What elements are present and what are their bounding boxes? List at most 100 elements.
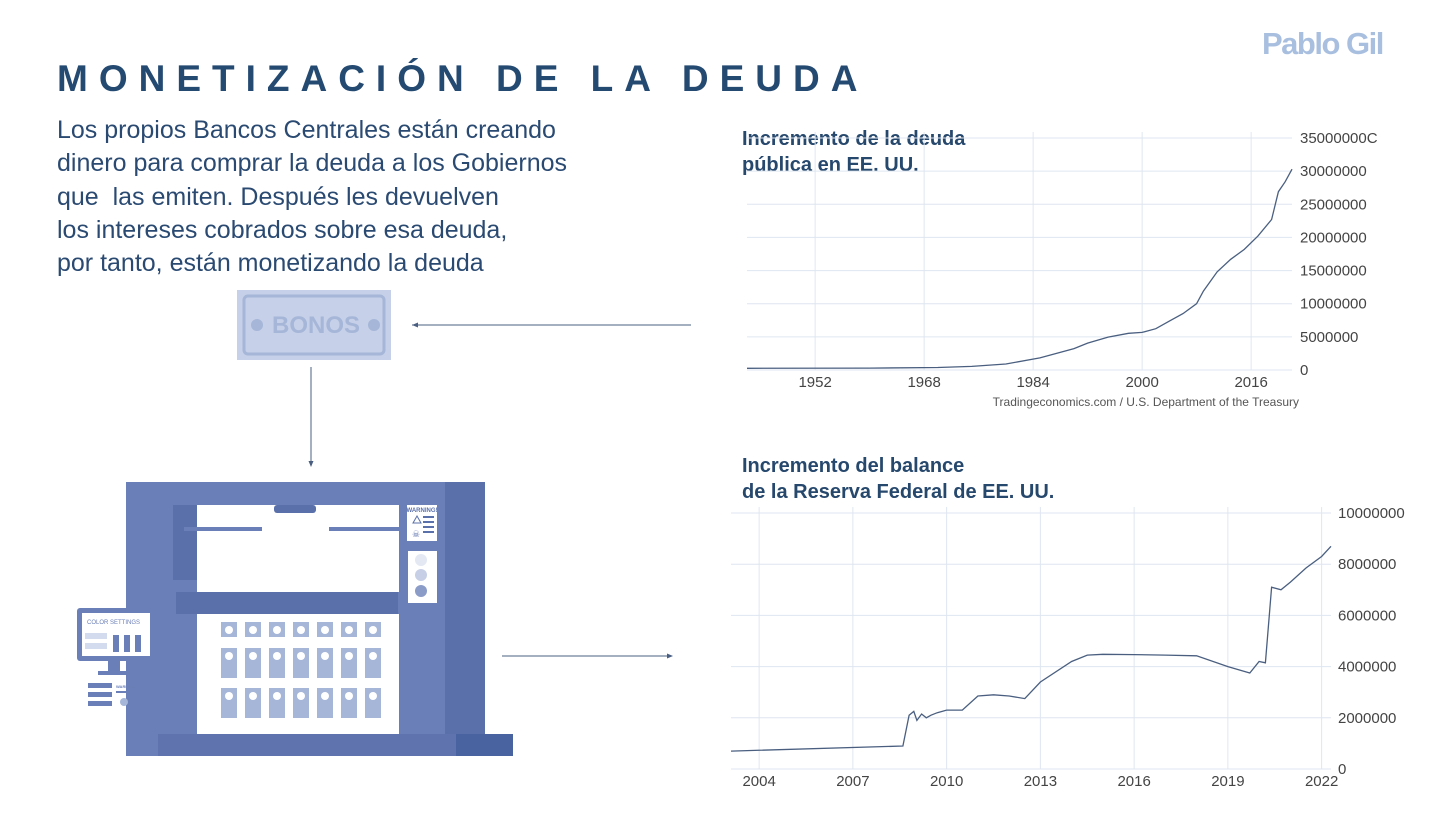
money-bill-seal [249,652,257,660]
money-bill-seal [297,692,305,700]
bonos-label: BONOS [272,312,360,339]
money-bill-seal [273,652,281,660]
x-tick-label: 1984 [1016,374,1049,391]
warning-text-line [423,521,434,523]
money-bill-seal [297,626,305,634]
arrow-head-down-icon [308,461,314,467]
machine-left-column [173,505,197,580]
money-bill-seal [249,626,257,634]
money-bill [221,688,237,718]
money-bill-seal [369,626,377,634]
monitor-ui-bar [124,635,130,652]
skull-icon: ☠ [412,529,420,539]
money-bill-seal [273,626,281,634]
monitor-stand [108,661,120,671]
body-line: Los propios Bancos Centrales están crean… [57,116,556,144]
x-tick-label: 2007 [836,773,869,790]
brand-logo: Pablo Gil [1262,26,1384,61]
bond-dot-right [368,319,380,331]
y-tick-label: 8000000 [1338,556,1396,573]
y-tick-label: 10000000 [1300,296,1367,313]
money-bill [269,648,285,678]
fed-chart-title-line: Incremento del balance [742,455,965,477]
machine-rail-right [329,527,399,531]
money-bill [365,688,381,718]
arrow-head-left-icon [412,322,418,328]
machine-top-window [197,505,399,592]
x-tick-label: 1952 [798,374,831,391]
body-line: dinero para comprar la deuda a los Gobie… [57,149,568,178]
printing-machine-illustration: WARNING! ☠ COLOR SETTINGS WARNING [77,482,513,756]
y-tick-label: 0 [1300,362,1308,379]
machine-rail-left [184,527,262,531]
x-tick-label: 1968 [907,374,940,391]
money-bill-seal [345,692,353,700]
small-warning-line [116,691,132,693]
x-tick-label: 2010 [930,773,963,790]
debt-chart-title-line: pública en EE. UU. [742,154,919,176]
money-bill [269,688,285,718]
monitor-ui-bar [135,635,141,652]
monitor-ui-bar [85,643,107,649]
money-bill-seal [225,692,233,700]
machine-light-3 [415,585,427,597]
bond-dot-left [251,319,263,331]
machine-light-1 [415,554,427,566]
monitor-ui-bar [85,633,107,639]
x-tick-label: 2004 [742,773,775,790]
keypad-line [88,692,112,697]
debt-chart-title: Incremento de la deuda pública en EE. UU… [742,126,965,178]
y-tick-label: 30000000 [1300,163,1367,180]
warning-text-line [423,526,434,528]
x-tick-label: 2016 [1234,374,1267,391]
money-bill [317,648,333,678]
money-bill [293,648,309,678]
bond-illustration: BONOS [237,290,391,360]
money-bill [341,688,357,718]
money-bill-seal [321,692,329,700]
keypad-line [88,701,112,706]
y-tick-label: 5000000 [1300,329,1358,346]
money-bill [245,648,261,678]
warning-triangle-icon [412,514,422,524]
money-bill [365,648,381,678]
small-knob [120,698,128,706]
machine-side [445,482,485,736]
y-tick-label: 35000000C [1300,130,1378,147]
body-line: los intereses cobrados sobre esa deuda, [57,215,508,244]
y-tick-label: 2000000 [1338,710,1396,727]
fed-chart-title-line: de la Reserva Federal de EE. UU. [742,481,1055,503]
x-tick-label: 2013 [1024,773,1057,790]
machine-top-handle [274,505,316,513]
source-label: Tradingeconomics.com / U.S. Department o… [993,395,1299,409]
money-bill [245,688,261,718]
y-tick-label: 6000000 [1338,607,1396,624]
body-line: por tanto, están monetizando la deuda [57,249,484,278]
small-warning-label: WARNING [116,684,135,689]
money-bills [221,622,381,718]
arrow-head-right-icon [667,653,673,659]
y-tick-label: 25000000 [1300,196,1367,213]
monitor-label: COLOR SETTINGS [87,620,140,626]
x-tick-label: 2022 [1305,773,1338,790]
money-bill-seal [225,626,233,634]
series-line [746,168,1293,369]
money-bill-seal [297,652,305,660]
machine-base-dark [456,734,513,756]
money-bill-seal [345,626,353,634]
machine-press-bar [176,592,398,614]
y-tick-label: 0 [1338,761,1346,778]
series-line [730,545,1332,752]
warning-sign-label: WARNING! [407,508,438,514]
machine-base [158,734,513,756]
money-bill-seal [321,652,329,660]
monitor-foot [98,671,130,675]
y-tick-label: 20000000 [1300,229,1367,246]
y-tick-label: 4000000 [1338,659,1396,676]
page-title: MONETIZACIÓN DE LA DEUDA [57,58,869,99]
x-tick-label: 2000 [1125,374,1158,391]
money-bill-seal [273,692,281,700]
x-tick-label: 2019 [1211,773,1244,790]
x-tick-label: 2016 [1117,773,1150,790]
money-bill-seal [369,692,377,700]
